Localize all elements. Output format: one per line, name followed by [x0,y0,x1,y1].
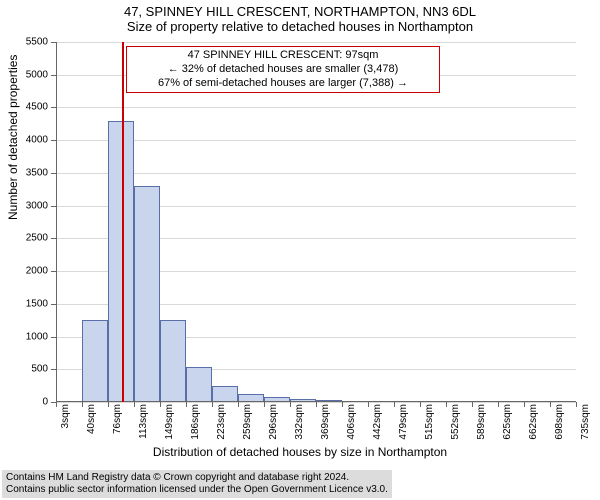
x-tick-mark [290,402,291,407]
y-axis-line [56,42,57,402]
x-tick-mark [342,402,343,407]
property-marker-line [122,42,124,402]
gridline-horizontal [56,107,576,108]
x-tick-mark [446,402,447,407]
x-tick-mark [368,402,369,407]
annotation-line: 47 SPINNEY HILL CRESCENT: 97sqm [133,49,433,63]
chart-subtitle: Size of property relative to detached ho… [0,19,600,36]
histogram-bar [212,386,238,402]
annotation-line: ← 32% of detached houses are smaller (3,… [133,63,433,77]
x-tick-mark [524,402,525,407]
chart-plot-area: 0500100015002000250030003500400045005000… [56,42,576,402]
gridline-horizontal [56,42,576,43]
x-axis-label: Distribution of detached houses by size … [0,445,600,459]
x-axis-line [56,401,576,402]
x-tick-mark [420,402,421,407]
x-tick-mark [134,402,135,407]
histogram-bar [160,320,186,402]
x-tick-mark [550,402,551,407]
y-tick-label: 0 [8,397,48,408]
x-tick-mark [56,402,57,407]
y-tick-label: 1500 [8,298,48,309]
y-tick-label: 4500 [8,102,48,113]
y-tick-label: 1000 [8,331,48,342]
y-tick-label: 3000 [8,200,48,211]
y-tick-label: 5500 [8,37,48,48]
footer-line2: Contains public sector information licen… [6,484,388,496]
x-tick-mark [472,402,473,407]
y-tick-label: 5000 [8,69,48,80]
chart-title-address: 47, SPINNEY HILL CRESCENT, NORTHAMPTON, … [0,0,600,19]
histogram-bar [134,186,160,402]
x-tick-mark [576,402,577,407]
x-tick-mark [108,402,109,407]
histogram-bar [186,367,212,402]
x-tick-mark [186,402,187,407]
y-tick-label: 500 [8,364,48,375]
y-tick-label: 2000 [8,266,48,277]
x-tick-mark [316,402,317,407]
x-tick-mark [394,402,395,407]
x-tick-mark [264,402,265,407]
footer-attribution: Contains HM Land Registry data © Crown c… [2,470,392,498]
footer-line1: Contains HM Land Registry data © Crown c… [6,472,388,484]
x-tick-mark [82,402,83,407]
annotation-line: 67% of semi-detached houses are larger (… [133,77,433,91]
y-tick-label: 3500 [8,167,48,178]
y-tick-label: 2500 [8,233,48,244]
x-tick-mark [160,402,161,407]
x-tick-mark [238,402,239,407]
x-tick-mark [498,402,499,407]
y-tick-label: 4000 [8,135,48,146]
histogram-bar [82,320,108,402]
x-tick-mark [212,402,213,407]
annotation-box: 47 SPINNEY HILL CRESCENT: 97sqm← 32% of … [126,46,440,93]
